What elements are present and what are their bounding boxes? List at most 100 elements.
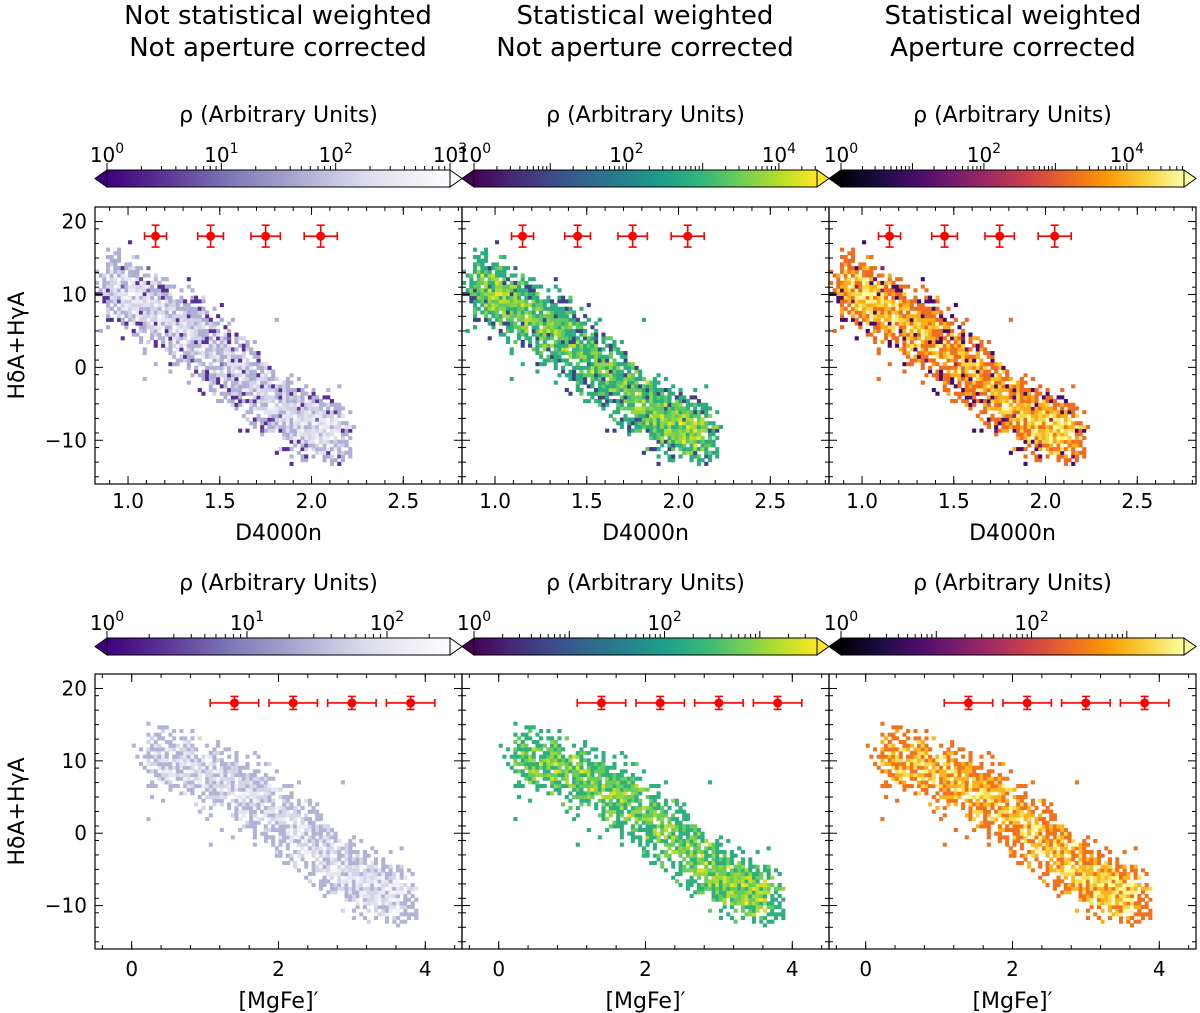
- heatmap-cell: [473, 310, 478, 315]
- heatmap-cell: [157, 306, 162, 311]
- heatmap-cell: [594, 399, 599, 404]
- heatmap-cell: [869, 255, 874, 260]
- heatmap-cell: [252, 798, 257, 803]
- heatmap-cell: [139, 295, 144, 300]
- heatmap-cell: [249, 802, 254, 807]
- heatmap-cell: [531, 277, 536, 282]
- heatmap-cell: [660, 395, 665, 400]
- heatmap-cell: [329, 402, 334, 407]
- heatmap-cell: [304, 835, 309, 840]
- heatmap-cell: [1023, 395, 1028, 400]
- heatmap-cell: [950, 358, 955, 363]
- heatmap-cell: [561, 321, 566, 326]
- heatmap-cell: [175, 336, 180, 341]
- heatmap-cell: [381, 872, 386, 877]
- colorbar-tick-label: 101: [204, 141, 238, 167]
- heatmap-cell: [351, 894, 356, 899]
- heatmap-cell: [304, 842, 309, 847]
- heatmap-cell: [194, 328, 199, 333]
- heatmap-cell: [326, 890, 331, 895]
- heatmap-cell: [256, 399, 261, 404]
- heatmap-cell: [139, 317, 144, 322]
- heatmap-cell: [168, 787, 173, 792]
- heatmap-cell: [568, 362, 573, 367]
- heatmap-cell: [854, 317, 859, 322]
- heatmap-cell: [348, 879, 353, 884]
- heatmap-cell: [304, 424, 309, 429]
- heatmap-cell: [663, 432, 668, 437]
- heatmap-cell: [873, 321, 878, 326]
- heatmap-cell: [968, 406, 973, 411]
- heatmap-cell: [968, 347, 973, 352]
- heatmap-cell: [1041, 402, 1046, 407]
- heatmap-cell: [245, 820, 250, 825]
- heatmap-cell: [223, 325, 228, 330]
- heatmap-cell: [1067, 447, 1072, 452]
- heatmap-cell: [197, 325, 202, 330]
- heatmap-cell: [201, 806, 206, 811]
- heatmap-cell: [663, 413, 668, 418]
- heatmap-cell: [142, 280, 147, 285]
- heatmap-cell: [172, 328, 177, 333]
- heatmap-cell: [535, 369, 540, 374]
- heatmap-cell: [366, 868, 371, 873]
- heatmap-cell: [671, 413, 676, 418]
- tick-exponent: 2: [673, 609, 682, 625]
- heatmap-cell: [957, 391, 962, 396]
- heatmap-cell: [498, 299, 503, 304]
- heatmap-cell: [333, 421, 338, 426]
- heatmap-cell: [1063, 435, 1068, 441]
- heatmap-cell: [241, 813, 246, 818]
- heatmap-cell: [318, 839, 323, 844]
- heatmap-cell: [340, 908, 345, 913]
- heatmap-cell: [194, 325, 199, 330]
- heatmap-cell: [491, 288, 496, 293]
- heatmap-cell: [216, 321, 221, 326]
- heatmap-cell: [348, 894, 353, 899]
- heatmap-cell: [994, 387, 999, 393]
- heatmap-cell: [652, 395, 657, 400]
- heatmap-cell: [986, 373, 991, 378]
- heatmap-cell: [117, 258, 122, 263]
- heatmap-cell: [1005, 406, 1010, 411]
- heatmap-cell: [854, 321, 859, 326]
- heatmap-cell: [168, 762, 173, 767]
- heatmap-cell: [241, 798, 246, 803]
- heatmap-cell: [208, 339, 213, 345]
- heatmap-cell: [410, 886, 415, 891]
- heatmap-cell: [329, 842, 334, 847]
- heatmap-cell: [693, 432, 698, 437]
- heatmap-cell: [597, 373, 602, 378]
- heatmap-cell: [142, 303, 147, 308]
- heatmap-cell: [326, 850, 331, 855]
- heatmap-cell: [183, 317, 188, 322]
- heatmap-cell: [219, 365, 224, 370]
- heatmap-cell: [249, 384, 254, 389]
- heatmap-cell: [384, 864, 389, 869]
- heatmap-cell: [575, 328, 580, 333]
- heatmap-cell: [972, 387, 977, 393]
- heatmap-cell: [124, 273, 129, 278]
- heatmap-cell: [524, 291, 529, 297]
- heatmap-cell: [586, 391, 591, 396]
- heatmap-cell: [223, 784, 228, 789]
- heatmap-cell: [575, 317, 580, 322]
- heatmap-cell: [928, 328, 933, 333]
- heatmap-cell: [318, 861, 323, 866]
- heatmap-cell: [172, 306, 177, 311]
- heatmap-cell: [909, 306, 914, 311]
- heatmap-cell: [355, 861, 360, 866]
- heatmap-cell: [219, 336, 224, 341]
- heatmap-cell: [649, 384, 654, 389]
- colorbar-extend-max: [816, 637, 830, 656]
- heatmap-cell: [241, 809, 246, 814]
- heatmap-cell: [234, 362, 239, 367]
- heatmap-cell: [1030, 399, 1035, 404]
- heatmap-cell: [597, 380, 602, 385]
- heatmap-cell: [667, 406, 672, 411]
- heatmap-cell: [843, 262, 848, 267]
- heatmap-cell: [333, 402, 338, 407]
- heatmap-cell: [535, 321, 540, 326]
- heatmap-cell: [906, 284, 911, 289]
- heatmap-cell: [964, 376, 969, 381]
